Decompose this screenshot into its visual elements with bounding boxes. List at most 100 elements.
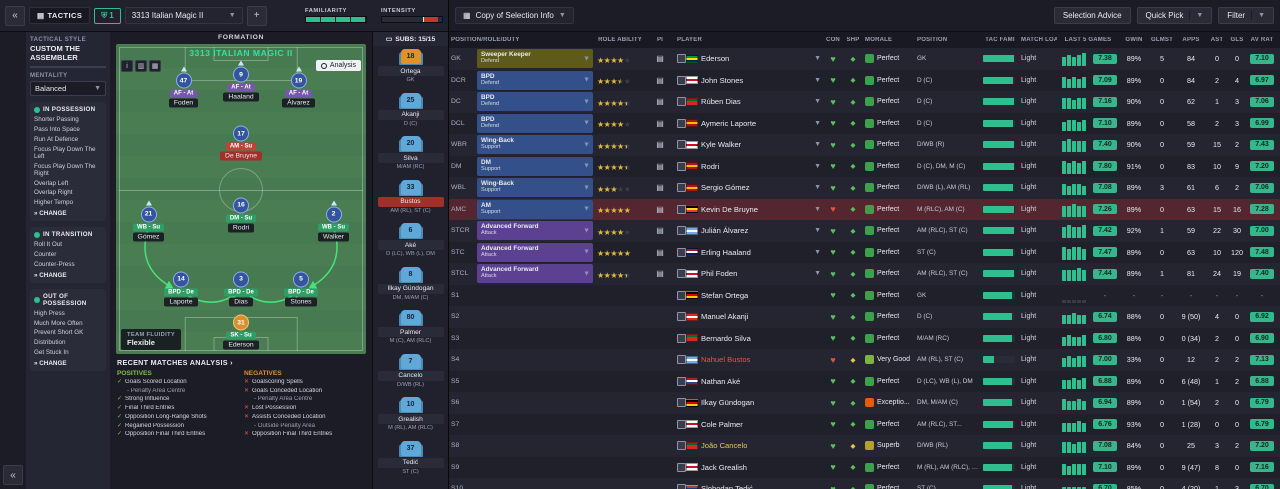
info-icon[interactable]: i <box>121 60 133 72</box>
player-instructions-icon[interactable]: ▤ <box>656 183 664 193</box>
change-link[interactable]: » CHANGE <box>34 271 67 279</box>
table-row[interactable]: STC Advanced Forward Attack ▼ ★★★★★ ▤ Erling H… <box>449 241 1280 263</box>
column-header[interactable]: AST <box>1210 37 1224 43</box>
change-link[interactable]: » CHANGE <box>34 360 67 368</box>
column-header[interactable]: MORALE <box>865 37 893 43</box>
role-duty-select[interactable]: BPD Defend ▼ <box>477 113 593 133</box>
role-duty-select[interactable]: Wing-Back Support ▼ <box>477 135 593 155</box>
table-row[interactable]: DCR BPD Defend ▼ ★★★★★ ▤ John Stones ▼ ♥ ◆ Perfect… <box>449 69 1280 91</box>
pitch-player[interactable]: 17 AM - Su De Bruyne <box>204 125 278 161</box>
table-row[interactable]: GK Sweeper Keeper Defend ▼ ★★★★★ ▤ Ederson ▼ ♥ ◆ P… <box>449 48 1280 70</box>
pitch-player[interactable]: 47 AF - At Foden <box>147 66 221 108</box>
profile-icon[interactable] <box>677 140 686 150</box>
profile-icon[interactable] <box>677 226 686 236</box>
mentality-select[interactable]: Balanced ▼ <box>30 81 106 97</box>
player-name[interactable]: Sergio Gómez <box>701 183 750 193</box>
selection-advice-button[interactable]: Selection Advice <box>1053 7 1131 24</box>
profile-icon[interactable] <box>677 441 686 451</box>
player-name[interactable]: Slobodan Tedić <box>701 484 753 489</box>
profile-icon[interactable] <box>677 54 686 64</box>
player-name[interactable]: Erling Haaland <box>701 247 751 257</box>
table-row[interactable]: S9 Jack Grealish ♥ ◆ Perfect M (RL), AM (RLC)… <box>449 456 1280 478</box>
player-name[interactable]: Jack Grealish <box>701 462 748 472</box>
role-duty-select[interactable]: BPD Defend ▼ <box>477 70 593 90</box>
table-row[interactable]: S10 Slobodan Tedić ♥ ◆ Perfect ST (C) Light 6.7… <box>449 478 1280 489</box>
column-header[interactable]: MATCH LOAD <box>1021 37 1057 43</box>
player-instructions-icon[interactable]: ▤ <box>656 97 664 107</box>
player-instructions-icon[interactable]: ▤ <box>656 226 664 236</box>
tab-tactics[interactable]: ▤ TACTICS <box>29 7 91 24</box>
player-name[interactable]: Cole Palmer <box>701 419 743 429</box>
table-row[interactable]: WBR Wing-Back Support ▼ ★★★★★ ▤ Kyle Walker ▼ ♥ ◆… <box>449 134 1280 156</box>
profile-icon[interactable] <box>677 204 686 214</box>
profile-icon[interactable] <box>677 97 686 107</box>
player-name[interactable]: Ederson <box>701 54 730 64</box>
pitch-player[interactable]: 14 BPD - De Laporte <box>144 271 218 307</box>
role-duty-select[interactable]: BPD Defend ▼ <box>477 92 593 112</box>
pitch-player[interactable]: 16 DM - Su Rodri <box>204 197 278 232</box>
table-row[interactable]: STCR Advanced Forward Attack ▼ ★★★★★ ▤ Julián … <box>449 220 1280 242</box>
column-header[interactable]: POSITION <box>917 37 948 43</box>
role-duty-select[interactable]: Advanced Forward Attack ▼ <box>477 242 593 262</box>
column-header[interactable]: TAC FAMI <box>985 37 1015 43</box>
profile-icon[interactable] <box>677 183 686 193</box>
role-duty-select[interactable]: DM Support ▼ <box>477 156 593 176</box>
player-name[interactable]: Kyle Walker <box>701 140 742 150</box>
profile-icon[interactable] <box>677 269 686 279</box>
role-duty-select[interactable]: Sweeper Keeper Defend ▼ <box>477 49 593 69</box>
table-row[interactable]: WBL Wing-Back Support ▼ ★★★★★ ▤ Sergio Gómez ▼ ♥… <box>449 177 1280 199</box>
column-header[interactable]: LAST 5 GAMES <box>1064 37 1112 43</box>
sub-player[interactable]: 8 Ilkay Gündogan DM, M/AM (C) <box>373 264 448 308</box>
profile-icon[interactable] <box>677 333 686 343</box>
table-row[interactable]: S6 Ilkay Gündogan ♥ ◆ Exceptio... DM, M/AM (C… <box>449 392 1280 414</box>
column-header[interactable]: GLS <box>1230 37 1244 43</box>
player-name[interactable]: Nathan Aké <box>701 376 741 386</box>
column-header[interactable]: GWIN <box>1125 37 1143 43</box>
analysis-toggle[interactable]: Analysis <box>315 60 361 71</box>
player-name[interactable]: Phil Foden <box>701 269 738 279</box>
player-instructions-icon[interactable]: ▤ <box>656 118 664 128</box>
profile-icon[interactable] <box>677 247 686 257</box>
sub-player[interactable]: 25 Akanji D (C) <box>373 90 448 134</box>
profile-icon[interactable] <box>677 462 686 472</box>
column-header[interactable]: SHP <box>846 37 860 43</box>
player-name[interactable]: Stefan Ortega <box>701 290 749 300</box>
add-tactic-button[interactable]: + <box>246 5 267 26</box>
column-header[interactable]: PLAYER <box>677 37 702 43</box>
profile-icon[interactable] <box>677 398 686 408</box>
sub-player[interactable]: 6 Aké D (LC), WB (L), DM <box>373 220 448 264</box>
player-name[interactable]: Rúben Dias <box>701 97 741 107</box>
table-row[interactable]: STCL Advanced Forward Attack ▼ ★★★★★ ▤ Phil Fo… <box>449 263 1280 285</box>
table-row[interactable]: DCL BPD Defend ▼ ★★★★★ ▤ Aymeric Laporte ▼ ♥ ◆ Per… <box>449 112 1280 134</box>
profile-icon[interactable] <box>677 290 686 300</box>
role-duty-select[interactable]: Advanced Forward Attack ▼ <box>477 264 593 284</box>
player-name[interactable]: Julián Álvarez <box>701 226 749 236</box>
role-duty-select[interactable]: AM Support ▼ <box>477 199 593 219</box>
chart-icon[interactable]: ▥ <box>135 60 147 72</box>
player-instructions-icon[interactable]: ▤ <box>656 269 664 279</box>
table-row[interactable]: AMC AM Support ▼ ★★★★★ ▤ Kevin De Bruyne ▼ ♥ ◆ Per… <box>449 198 1280 220</box>
player-instructions-icon[interactable]: ▤ <box>656 204 664 214</box>
column-header[interactable]: APPS <box>1182 37 1200 43</box>
player-name[interactable]: Manuel Akanji <box>701 312 749 322</box>
pitch-player[interactable]: 31 SK - Su Ederson <box>204 314 278 350</box>
sub-player[interactable]: 80 Palmer M (C), AM (RLC) <box>373 307 448 351</box>
analysis-title[interactable]: RECENT MATCHES ANALYSIS › <box>117 358 233 367</box>
profile-icon[interactable] <box>677 419 686 429</box>
table-row[interactable]: S2 Manuel Akanji ♥ ◆ Perfect D (C) Light 6.74 88… <box>449 306 1280 328</box>
player-instructions-icon[interactable]: ▤ <box>656 75 664 85</box>
pitch-player[interactable]: 2 WB - Su Walker <box>297 200 367 242</box>
player-name[interactable]: Rodri <box>701 161 720 171</box>
column-header[interactable]: PI <box>656 37 664 43</box>
player-name[interactable]: Bernardo Silva <box>701 333 751 343</box>
collapse-bottom-button[interactable]: « <box>3 465 23 485</box>
sub-player[interactable]: 18 Ortega GK <box>373 46 448 90</box>
table-row[interactable]: S8 João Cancelo ♥ ◆ Superb D/WB (RL) Light 7.08… <box>449 435 1280 457</box>
player-name[interactable]: João Cancelo <box>701 441 748 451</box>
table-row[interactable]: DM DM Support ▼ ★★★★★ ▤ Rodri ▼ ♥ ◆ Perfect D (C), … <box>449 155 1280 177</box>
profile-icon[interactable] <box>677 161 686 171</box>
profile-icon[interactable] <box>677 118 686 128</box>
profile-icon[interactable] <box>677 355 686 365</box>
table-row[interactable]: S5 Nathan Aké ♥ ◆ Perfect D (LC), WB (L), DM L… <box>449 370 1280 392</box>
column-header[interactable]: CON <box>826 37 840 43</box>
